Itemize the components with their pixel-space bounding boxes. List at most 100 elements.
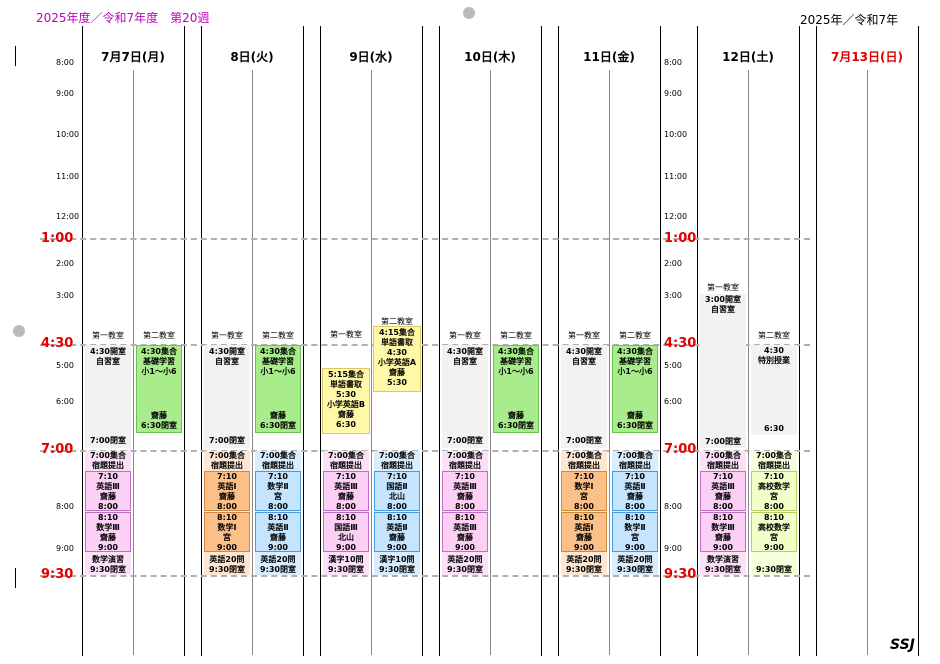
elementary-english-b-block[interactable]: 5:15集合 単語書取 5:30 小学英語B 齋藤 6:30 [322, 368, 370, 434]
block-line: 宿題提出 [262, 461, 294, 470]
block-line: 齋藤 [457, 492, 473, 501]
block-line: 4:30集合 [141, 347, 177, 356]
block-line: 9:30閉室 [90, 565, 126, 574]
block-line: 7:10 [625, 472, 645, 481]
study-room-block[interactable]: 3:00開室 自習室 7:00閉室 [700, 294, 746, 448]
block-line: 数学Ⅲ [711, 523, 735, 532]
class-math-2[interactable]: 7:10 数学Ⅱ 宮 8:00 [255, 471, 301, 511]
special-class-block[interactable]: 4:30 特別授業 6:30 [751, 345, 797, 435]
time-11-00: 11:00 [664, 172, 688, 181]
block-line: 英語Ⅱ [267, 523, 289, 532]
class-english-1[interactable]: 7:10 英語Ⅰ 齋藤 8:00 [204, 471, 250, 511]
block-line: 宿題提出 [568, 461, 600, 470]
class-english-1[interactable]: 8:10 英語Ⅰ 齋藤 9:00 [561, 512, 607, 552]
study-room-block[interactable]: 4:30開室 自習室 7:00閉室 [561, 345, 607, 448]
class-english-3[interactable]: 7:10 英語Ⅲ 齋藤 8:00 [85, 471, 131, 511]
column-divider [660, 26, 661, 656]
class-hs-math[interactable]: 7:10 高校数学宮 8:00 [751, 471, 797, 511]
block-line: 小1～小6 [260, 367, 296, 376]
block-line: 齋藤 [457, 533, 473, 542]
block-line: 6:30閉室 [141, 421, 177, 430]
block-line: 北山 [389, 492, 405, 501]
block-line: 齋藤 [270, 533, 286, 542]
block-line: 宿題提出 [330, 461, 362, 470]
class-math-3[interactable]: 8:10 数学Ⅲ 齋藤 9:00 [85, 512, 131, 552]
class-math-1[interactable]: 8:10 数学Ⅰ 宮 9:00 [204, 512, 250, 552]
class-english-3[interactable]: 7:10 英語Ⅲ 齋藤 8:00 [442, 471, 488, 511]
block-line: 宿題提出 [619, 461, 651, 470]
class-japanese-2[interactable]: 7:10 国語Ⅱ 北山 8:00 [374, 471, 420, 511]
time-8-00: 8:00 [56, 58, 74, 67]
column-divider [82, 26, 83, 656]
hour-line-1-00 [40, 238, 810, 240]
block-line: 数学Ⅰ [217, 523, 237, 532]
block-line: 9:30閉室 [328, 565, 364, 574]
basic-study-block[interactable]: 4:30集合 基礎学習 小1～小6 齋藤 6:30閉室 [493, 345, 539, 433]
class-hs-math[interactable]: 8:10 高校数学宮 9:00 [751, 512, 797, 552]
block-line: 英語Ⅲ [711, 482, 735, 491]
time-12-00: 12:00 [56, 212, 80, 221]
basic-study-block[interactable]: 4:30集合 基礎学習 小1～小6 齋藤 6:30閉室 [255, 345, 301, 433]
block-line: 4:30集合 [260, 347, 296, 356]
block-line: 4:30集合 [617, 347, 653, 356]
signature: SSJ [890, 637, 915, 653]
block-line: 英語20問 [260, 555, 296, 564]
block-line: 7:00閉室 [90, 436, 126, 445]
block-line: 8:10 [217, 513, 237, 522]
block-line: 基礎学習 [262, 357, 294, 366]
block-line: 4:30集合 [498, 347, 534, 356]
basic-study-block[interactable]: 4:30集合 基礎学習 小1～小6 齋藤 6:30閉室 [612, 345, 658, 433]
block-line: 4:30 [764, 346, 784, 355]
study-room-block[interactable]: 4:30開室 自習室 7:00閉室 [442, 345, 488, 448]
class-english-2[interactable]: 8:10 英語Ⅱ 齋藤 9:00 [374, 512, 420, 552]
time-3-00: 3:00 [56, 291, 74, 300]
block-line: 7:00集合 [447, 451, 483, 460]
block-line: 9:00 [574, 543, 594, 552]
study-room-block[interactable]: 4:30開室 自習室 7:00閉室 [85, 345, 131, 448]
evening-footer: 数学演習 9:30閉室 [700, 555, 746, 575]
evening-footer: 英語20問 9:30閉室 [561, 555, 607, 575]
evening-footer: 英語20問 9:30閉室 [204, 555, 250, 575]
block-line: 9:00 [625, 543, 645, 552]
study-room-block[interactable]: 4:30開室 自習室 7:00閉室 [204, 345, 250, 448]
room-divider [748, 70, 749, 655]
class-english-3[interactable]: 7:10 英語Ⅲ 齋藤 8:00 [323, 471, 369, 511]
day-header-thu: 10日(木) [464, 50, 516, 64]
column-divider [201, 26, 202, 656]
block-line: 9:00 [764, 543, 784, 552]
class-english-3[interactable]: 8:10 英語Ⅲ 齋藤 9:00 [442, 512, 488, 552]
class-english-2[interactable]: 8:10 英語Ⅱ 齋藤 9:00 [255, 512, 301, 552]
time-1-00: 1:00 [664, 231, 697, 246]
day-header-mon: 7月7日(月) [101, 50, 165, 64]
block-line: 宮 [223, 533, 231, 542]
class-english-3[interactable]: 7:10 英語Ⅲ 齋藤 8:00 [700, 471, 746, 511]
day-header-sat: 12日(土) [722, 50, 774, 64]
time-3-00: 3:00 [664, 291, 682, 300]
binder-hole-icon [463, 7, 475, 19]
block-line: 7:00集合 [756, 451, 792, 460]
block-line: 9:30閉室 [379, 565, 415, 574]
margin-tick [15, 568, 16, 588]
class-math-3[interactable]: 8:10 数学Ⅲ 齋藤 9:00 [700, 512, 746, 552]
hour-line-4-30 [40, 344, 810, 346]
block-line: 高校数学 [758, 523, 790, 532]
block-line: 8:00 [336, 502, 356, 511]
time-1-00: 1:00 [41, 231, 74, 246]
basic-study-block[interactable]: 4:30集合 基礎学習 小1～小6 齋藤 6:30閉室 [136, 345, 182, 433]
column-divider [918, 26, 919, 656]
class-math-2[interactable]: 8:10 数学Ⅱ 宮 9:00 [612, 512, 658, 552]
elementary-english-a-block[interactable]: 4:15集合 単語書取 4:30 小学英語A 齋藤 5:30 [373, 326, 421, 392]
block-line: 8:10 [336, 513, 356, 522]
room-divider [867, 70, 868, 655]
class-math-1[interactable]: 7:10 数学Ⅰ 宮 8:00 [561, 471, 607, 511]
block-line: 英語20問 [617, 555, 653, 564]
block-line: 9:30閉室 [756, 565, 792, 574]
class-english-2[interactable]: 7:10 英語Ⅱ 齋藤 8:00 [612, 471, 658, 511]
block-line: 9:30閉室 [209, 565, 245, 574]
class-japanese-3[interactable]: 8:10 国語Ⅲ 北山 9:00 [323, 512, 369, 552]
block-line: 7:10 [764, 472, 784, 481]
block-line: 自習室 [96, 357, 120, 366]
block-line: 英語Ⅲ [334, 482, 358, 491]
block-line: 小学英語A [377, 358, 417, 367]
block-line: 7:00集合 [209, 451, 245, 460]
